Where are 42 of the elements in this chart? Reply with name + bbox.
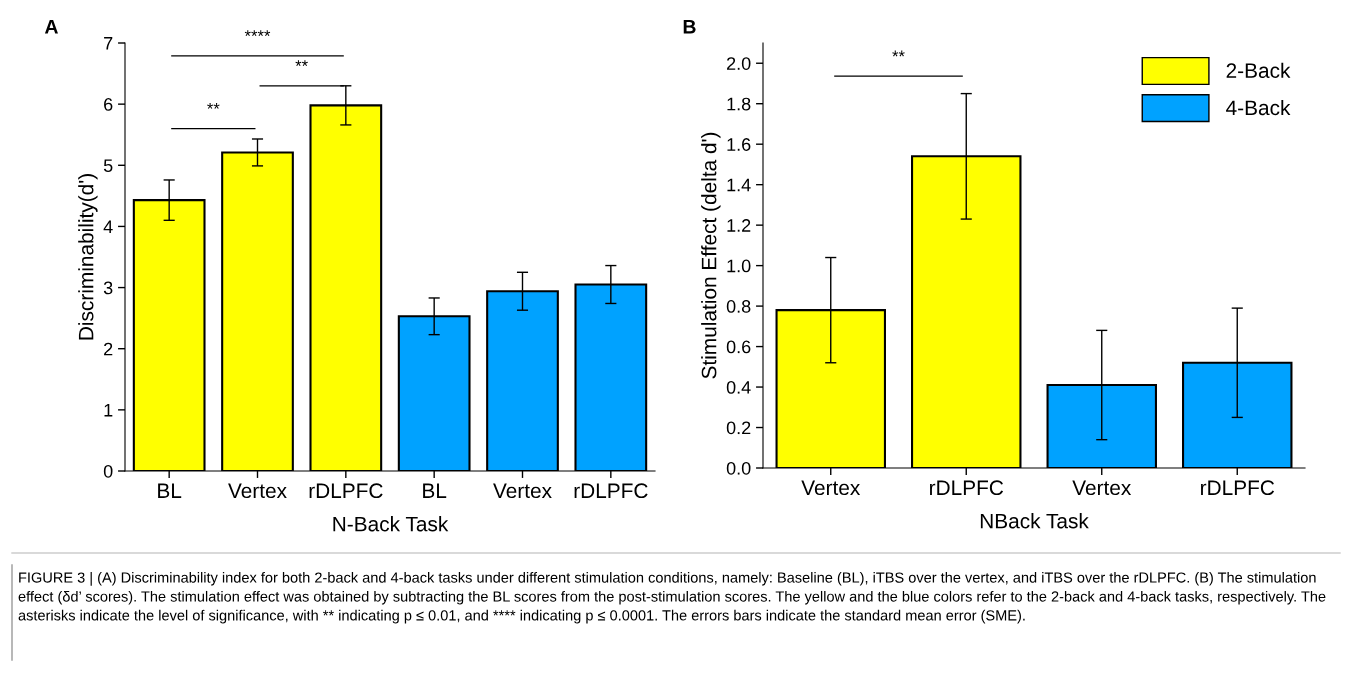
x-tick-label: Vertex (1072, 480, 1132, 496)
y-tick-label: 1.2 (727, 219, 751, 232)
y-tick-label: 1.8 (727, 97, 751, 111)
y-axis-title: Stimulation Effect (delta d') (701, 132, 721, 379)
x-axis-title: N-Back Task (333, 516, 449, 532)
y-tick-label: 5 (103, 159, 113, 173)
y-tick-label: 0.8 (726, 300, 751, 313)
y-tick-label: 0.6 (726, 340, 751, 354)
y-tick-label: 1 (104, 403, 113, 417)
y-tick-label: 0 (103, 464, 113, 478)
y-tick-label: 1.4 (727, 178, 751, 192)
x-tick-label: rDLPFC (930, 480, 1004, 496)
y-tick-label: 2 (104, 342, 113, 356)
y-tick-label: 6 (104, 98, 113, 111)
annotation: ** (207, 102, 220, 109)
text: A (44, 20, 58, 34)
y-tick-label: 3 (103, 281, 113, 295)
annotation: ** (892, 50, 905, 57)
y-tick-label: 0.4 (726, 380, 751, 394)
y-axis-title: Discriminability(d') (78, 174, 98, 340)
caption: FIGURE 3 | (A) Discriminability index for both 2-back and 4-back tasks under different stimulation conditions, namely: Baseline (BL), iTBS over the vertex, and iTBS over the rDLPFC. (B) The stimulation effect (δd’ scores). The stimulation effect was obtained by subtracting the BL scores from the post-stimulation scores. The yellow and the blue colors refer to the 2-back and 4-back tasks, respectively. The asterisks indicate the level of significance, with ** indicating p ≤ 0.01, and **** indicating p ≤ 0.0001. The errors bars indicate the standard mean error (SME). (18, 572, 1326, 624)
y-tick-label: 2.0 (727, 57, 751, 70)
annotation: ** (295, 60, 308, 67)
y-tick-label: 1.0 (727, 259, 751, 273)
y-tick-label: 4 (103, 220, 113, 233)
x-tick-label: Vertex (228, 483, 287, 499)
text: **** (244, 30, 271, 37)
x-tick-label: rDLPFC (1201, 480, 1275, 496)
y-tick-label: 1.6 (727, 138, 751, 151)
y-tick-label: 0.0 (726, 461, 751, 475)
y-tick-label: 0.2 (726, 421, 751, 435)
x-tick-label: BL (423, 483, 447, 498)
legend-label: 4-Back (1226, 99, 1291, 116)
text: B (683, 20, 696, 34)
x-tick-label: BL (158, 483, 182, 498)
x-tick-label: Vertex (493, 483, 552, 499)
y-tick-label: 7 (104, 37, 113, 50)
legend-label: 2-Back (1226, 62, 1291, 78)
x-tick-label: rDLPFC (574, 483, 648, 499)
x-tick-label: Vertex (801, 480, 861, 496)
x-axis-title: NBack Task (980, 513, 1089, 529)
x-tick-label: rDLPFC (309, 483, 383, 499)
